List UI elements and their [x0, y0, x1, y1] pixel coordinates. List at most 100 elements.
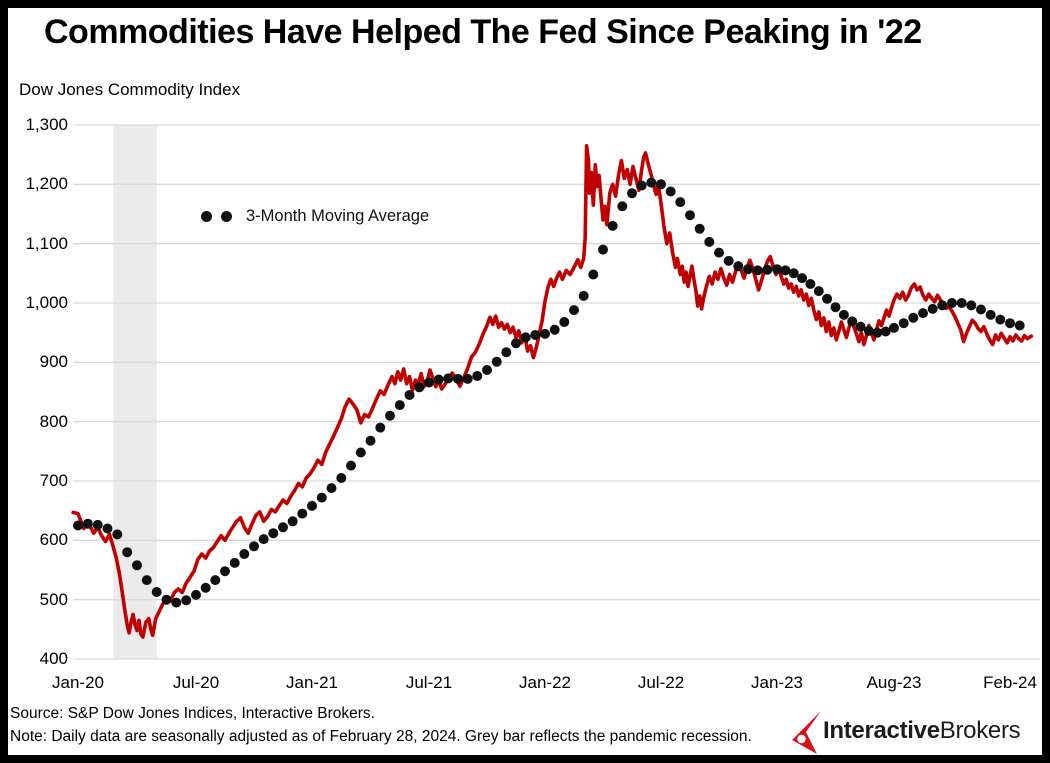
y-axis-tick-label: 1,000	[25, 293, 68, 312]
moving-average-dot	[404, 390, 415, 400]
moving-average-dot	[181, 595, 192, 606]
moving-average-dot	[151, 587, 162, 597]
moving-average-dot	[830, 302, 841, 313]
axis-unit-label: Dow Jones Commodity Index	[19, 80, 241, 99]
x-axis-tick-label: Aug-23	[866, 673, 922, 692]
moving-average-dot	[694, 223, 705, 234]
moving-average-dot	[752, 265, 763, 276]
moving-average-dot	[797, 273, 808, 284]
moving-average-dot	[780, 265, 791, 276]
y-axis-tick-label: 900	[39, 352, 68, 372]
moving-average-dot	[326, 483, 337, 494]
interactive-brokers-logo: InteractiveBrokers	[792, 709, 1042, 755]
moving-average-dot	[665, 186, 676, 197]
moving-average-dot	[788, 268, 799, 279]
moving-average-dot	[685, 210, 695, 221]
moving-average-dot	[316, 492, 327, 503]
moving-average-dot	[617, 201, 628, 212]
moving-average-dot	[540, 328, 550, 339]
moving-average-dot	[723, 255, 734, 266]
x-axis-tick-label: Feb-24	[983, 673, 1037, 692]
y-axis-tick-label: 700	[39, 471, 68, 490]
moving-average-dot	[171, 597, 182, 608]
x-axis-tick-label: Jan-22	[519, 673, 571, 692]
moving-average-dot	[161, 594, 172, 605]
moving-average-dot	[588, 269, 599, 280]
moving-average-dot	[530, 330, 541, 340]
moving-average-dot	[433, 374, 444, 385]
moving-average-dot	[675, 197, 686, 208]
moving-average-dot	[578, 290, 589, 301]
moving-average-dot	[346, 460, 356, 471]
interactive-brokers-mark-icon	[792, 711, 821, 754]
moving-average-dot	[132, 560, 142, 571]
moving-average-dot	[268, 528, 279, 539]
moving-average-dot	[491, 356, 502, 367]
moving-average-dot	[355, 447, 366, 458]
moving-average-dot	[307, 500, 317, 511]
moving-average-dot	[743, 264, 753, 275]
moving-average-dot	[122, 547, 133, 558]
moving-average-dot	[549, 324, 560, 335]
x-axis-tick-label: Jul-22	[637, 673, 685, 692]
moving-average-dot	[956, 298, 967, 308]
moving-average-dot	[92, 519, 103, 530]
chart-title: Commodities Have Helped The Fed Since Pe…	[44, 13, 922, 51]
moving-average-dot	[453, 373, 463, 384]
moving-average-dot	[462, 373, 473, 384]
moving-average-dot	[141, 575, 152, 586]
moving-average-dot	[278, 522, 288, 533]
moving-average-dot	[336, 473, 347, 483]
moving-average-dot	[805, 279, 816, 289]
moving-average-dot	[424, 377, 434, 388]
moving-average-dot	[297, 508, 308, 519]
moving-average-dot	[375, 422, 386, 433]
legend-label: 3-Month Moving Average	[246, 206, 430, 225]
moving-average-dot	[872, 327, 883, 338]
moving-average-dot	[482, 365, 492, 375]
moving-average-dot	[995, 314, 1006, 325]
moving-average-dot	[239, 549, 250, 559]
moving-average-dot	[927, 303, 938, 314]
pandemic-recession-band	[113, 125, 157, 659]
moving-average-dot	[937, 300, 948, 311]
y-axis-tick-label: 500	[39, 589, 68, 609]
note-text: Note: Daily data are seasonally adjusted…	[10, 728, 752, 745]
moving-average-dot	[772, 264, 782, 275]
moving-average-dot	[200, 582, 211, 593]
moving-average-dot	[598, 244, 608, 255]
y-axis-tick-label: 1,100	[25, 233, 68, 253]
moving-average-dot	[249, 541, 259, 552]
x-axis-tick-label: Jan-23	[751, 673, 803, 692]
moving-average-dot	[394, 400, 405, 411]
x-axis-tick-label: Jul-20	[172, 673, 220, 692]
moving-average-dot	[414, 382, 425, 393]
moving-average-dot	[822, 293, 833, 304]
daily-index-line	[71, 144, 1034, 639]
moving-average-dot	[365, 435, 376, 446]
moving-average-dot	[976, 304, 986, 315]
moving-average-dot	[229, 557, 240, 568]
moving-average-dot	[220, 566, 230, 577]
y-axis-tick-label: 400	[39, 649, 68, 668]
moving-average-dot	[733, 261, 744, 272]
y-axis-tick-label: 1,200	[25, 174, 68, 194]
moving-average-dot	[73, 520, 83, 531]
legend: 3-Month Moving Average	[201, 207, 429, 225]
moving-average-dot	[656, 179, 666, 190]
moving-average-dot	[82, 518, 93, 529]
x-axis-tick-label: Jan-21	[286, 673, 338, 692]
moving-average-dot	[847, 316, 858, 327]
legend-dot-icon	[221, 210, 232, 222]
moving-average-dot	[918, 308, 928, 319]
moving-average-dot	[947, 298, 957, 308]
moving-average-dot	[908, 312, 919, 323]
moving-average-dot	[1014, 320, 1025, 331]
x-axis-tick-label: Jan-20	[52, 673, 104, 692]
moving-average-dot	[501, 347, 512, 358]
moving-average-dot	[646, 177, 657, 188]
moving-average-dot	[855, 321, 866, 332]
y-axis-tick-label: 1,300	[25, 115, 68, 134]
